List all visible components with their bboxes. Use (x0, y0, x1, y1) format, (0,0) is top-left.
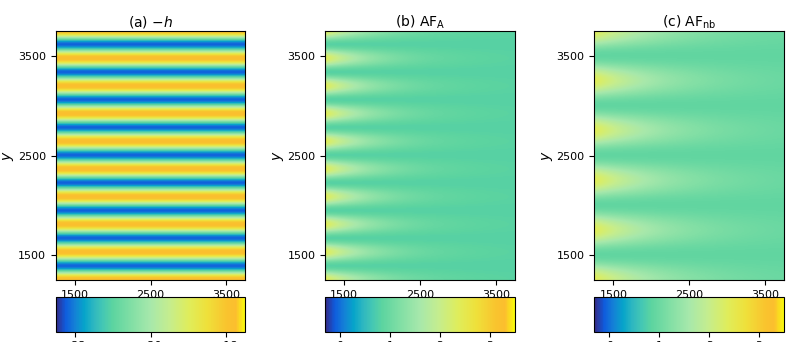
X-axis label: $x$: $x$ (415, 302, 425, 316)
Y-axis label: $y$: $y$ (271, 150, 286, 161)
X-axis label: $x$: $x$ (684, 302, 695, 316)
Title: (a) $-h$: (a) $-h$ (128, 14, 174, 30)
X-axis label: $x$: $x$ (145, 302, 156, 316)
Y-axis label: $y$: $y$ (2, 150, 17, 161)
Title: (c) $\mathrm{AF_{nb}}$: (c) $\mathrm{AF_{nb}}$ (662, 13, 716, 31)
Y-axis label: $y$: $y$ (540, 150, 555, 161)
Title: (b) $\mathrm{AF_A}$: (b) $\mathrm{AF_A}$ (395, 13, 445, 31)
